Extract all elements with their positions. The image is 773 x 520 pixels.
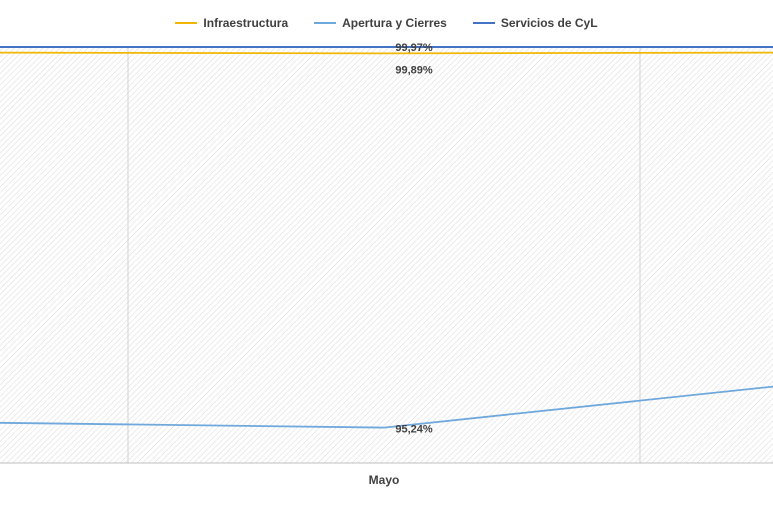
legend-item-infraestructura: Infraestructura <box>175 16 288 30</box>
series-lines <box>0 46 773 429</box>
legend-item-servicios-cyl: Servicios de CyL <box>472 16 598 30</box>
legend-label-infraestructura: Infraestructura <box>203 16 289 30</box>
series-line-infraestructura <box>0 51 773 55</box>
data-label-servicios-de-cyl: 99,97% <box>395 42 433 54</box>
series-line-apertura-y-cierres <box>0 385 773 429</box>
data-label-apertura-y-cierres: 95,24% <box>395 424 433 436</box>
legend-label-servicios-cyl: Servicios de CyL <box>500 16 598 30</box>
data-labels: 99,97% 99,89% 95,24% <box>395 42 433 436</box>
legend-swatch-infraestructura <box>175 22 198 24</box>
legend: Infraestructura Apertura y Cierres Servi… <box>0 12 773 34</box>
legend-label-apertura-cierres: Apertura y Cierres <box>342 16 447 30</box>
gridlines <box>0 47 773 464</box>
x-tick-label-mayo: Mayo <box>369 473 400 487</box>
legend-swatch-servicios-cyl <box>472 22 495 24</box>
legend-swatch-apertura-cierres <box>314 22 337 24</box>
plot-area <box>0 47 773 463</box>
legend-item-apertura-cierres: Apertura y Cierres <box>314 16 447 30</box>
data-label-infraestructura: 99,89% <box>395 64 433 76</box>
category-axis: Mayo <box>369 473 400 487</box>
